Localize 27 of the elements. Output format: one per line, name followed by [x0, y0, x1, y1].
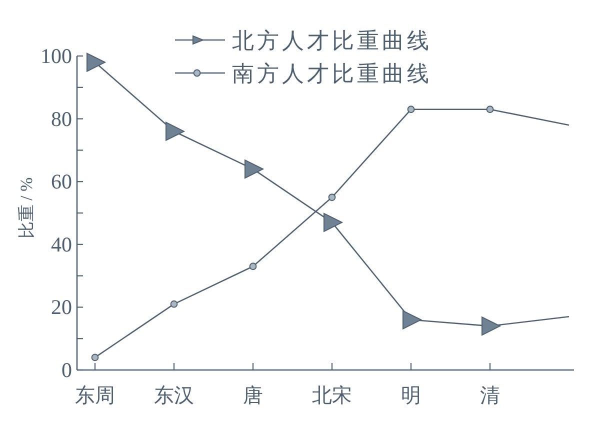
point	[486, 106, 494, 114]
y-tick-label: 40	[51, 232, 72, 256]
point	[91, 354, 99, 362]
x-tick-label: 明	[401, 385, 421, 407]
x-tick-label: 东周	[75, 385, 115, 407]
point	[328, 194, 336, 201]
x-tick-label: 唐	[243, 385, 263, 407]
y-tick-label: 80	[51, 106, 72, 131]
x-tick-label: 清	[480, 385, 500, 407]
legend-label: 南方人才比重曲线	[232, 61, 432, 86]
point	[249, 262, 257, 270]
point	[170, 300, 178, 308]
point	[482, 316, 500, 336]
point	[86, 52, 106, 72]
x-tick-label: 东汉	[154, 385, 194, 407]
legend-label: 北方人才比重曲线	[232, 28, 432, 53]
y-tick-label: 20	[51, 295, 72, 320]
point	[402, 310, 422, 330]
y-axis-title: 比重 / %	[17, 177, 36, 239]
point	[166, 122, 184, 141]
point	[324, 212, 342, 232]
y-tick-label: 60	[51, 170, 72, 194]
point	[244, 160, 264, 179]
y-tick-label: 100	[40, 44, 72, 68]
y-tick-label: 0	[62, 358, 72, 382]
point	[407, 106, 415, 114]
x-tick-label: 北宋	[312, 384, 352, 407]
